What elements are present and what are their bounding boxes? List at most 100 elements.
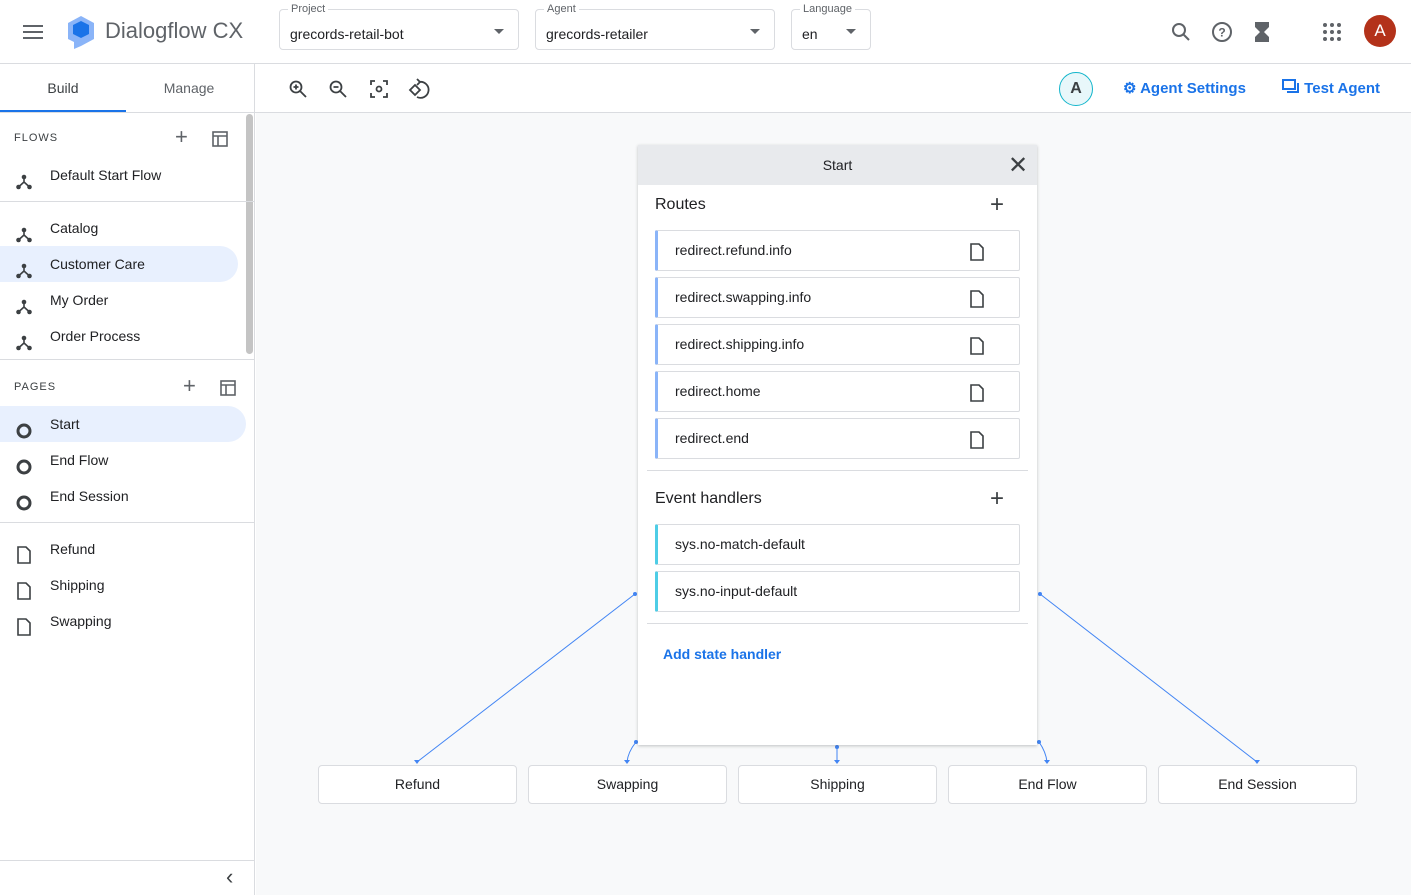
routes-heading: Routes — [655, 196, 706, 213]
hourglass-icon[interactable] — [1255, 22, 1269, 42]
language-select[interactable]: Language en — [791, 3, 871, 50]
reset-layout-icon[interactable] — [408, 78, 430, 100]
agent-settings-label: Agent Settings — [1140, 80, 1246, 97]
add-route-icon[interactable]: + — [990, 191, 1005, 218]
document-icon[interactable] — [969, 431, 985, 449]
app-name: Dialogflow CX — [105, 18, 244, 43]
page-node[interactable]: Shipping — [738, 765, 937, 804]
language-label: Language — [800, 3, 855, 15]
page-node[interactable]: End Session — [1158, 765, 1357, 804]
agent-select[interactable]: Agent grecords-retailer — [535, 3, 775, 50]
table-view-icon[interactable] — [220, 380, 236, 396]
flow-label: My Order — [50, 292, 109, 308]
event-handlers-heading: Event handlers — [655, 490, 762, 507]
language-value: en — [802, 26, 818, 42]
route-item[interactable]: redirect.swapping.info — [655, 277, 1020, 318]
fit-to-screen-icon[interactable] — [370, 80, 388, 98]
add-flow-icon[interactable]: + — [175, 124, 188, 149]
flow-icon — [16, 256, 32, 279]
chevron-down-icon — [494, 29, 504, 34]
page-label: Start — [50, 416, 80, 432]
agent-settings-button[interactable]: ⚙ Agent Settings — [1123, 79, 1246, 97]
help-icon[interactable]: ? — [1211, 21, 1233, 43]
sidebar-flow-item[interactable]: Customer Care — [0, 246, 238, 282]
document-icon — [16, 577, 32, 600]
agent-label: Agent — [544, 3, 579, 15]
zoom-out-icon[interactable] — [329, 80, 347, 98]
pages-heading: PAGES — [14, 381, 57, 393]
test-agent-button[interactable]: Test Agent — [1282, 79, 1380, 97]
sidebar-page-item[interactable]: End Flow — [0, 442, 246, 478]
flow-icon — [16, 328, 32, 351]
sidebar-page-item[interactable]: Start — [0, 406, 246, 442]
user-avatar[interactable]: A — [1364, 15, 1396, 47]
sidebar-page-item[interactable]: Swapping — [0, 603, 238, 639]
add-event-handler-icon[interactable]: + — [990, 485, 1005, 512]
sidebar-page-item[interactable]: End Session — [0, 478, 246, 514]
page-node[interactable]: End Flow — [948, 765, 1147, 804]
event-handler-label: sys.no-input-default — [675, 583, 798, 599]
collapse-sidebar-icon[interactable]: ‹ — [226, 864, 234, 889]
page-node[interactable]: Refund — [318, 765, 517, 804]
event-handler-item[interactable]: sys.no-match-default — [655, 524, 1020, 565]
event-handler-item[interactable]: sys.no-input-default — [655, 571, 1020, 612]
route-item[interactable]: redirect.shipping.info — [655, 324, 1020, 365]
page-label: End Flow — [50, 452, 109, 468]
route-item[interactable]: redirect.refund.info — [655, 230, 1020, 271]
sidebar-flow-item[interactable]: Order Process — [0, 318, 238, 354]
route-label: redirect.end — [675, 430, 749, 446]
document-icon[interactable] — [969, 384, 985, 402]
dialogflow-logo-icon — [68, 16, 94, 49]
route-label: redirect.swapping.info — [675, 289, 812, 305]
flow-label: Default Start Flow — [50, 167, 162, 183]
sidebar-scrollbar[interactable] — [246, 114, 253, 354]
menu-icon[interactable] — [22, 24, 44, 40]
project-label: Project — [288, 3, 329, 15]
flow-icon — [16, 292, 32, 315]
page-label: End Session — [50, 488, 129, 504]
chevron-down-icon — [750, 29, 760, 34]
sidebar-flow-item[interactable]: Catalog — [0, 210, 238, 246]
start-page-panel: Start ✕ Routes + redirect.refund.info red… — [638, 145, 1037, 745]
sidebar-page-item[interactable]: Shipping — [0, 567, 238, 603]
test-agent-label: Test Agent — [1304, 80, 1381, 97]
flow-icon — [16, 220, 32, 243]
flow-icon — [16, 167, 32, 190]
panel-title: Start — [638, 145, 1037, 185]
page-label: Shipping — [50, 577, 105, 593]
sidebar-page-item[interactable]: Refund — [0, 531, 238, 567]
add-page-icon[interactable]: + — [183, 373, 196, 398]
document-icon[interactable] — [969, 337, 985, 355]
flow-label: Order Process — [50, 328, 141, 344]
project-select[interactable]: Project grecords-retail-bot — [279, 3, 519, 50]
agent-avatar[interactable]: A — [1059, 72, 1093, 106]
tab-build[interactable]: Build — [0, 64, 126, 112]
route-label: redirect.shipping.info — [675, 336, 805, 352]
route-item[interactable]: redirect.end — [655, 418, 1020, 459]
document-icon[interactable] — [969, 243, 985, 261]
sidebar-flow-item[interactable]: Default Start Flow — [0, 157, 238, 193]
top-header: Dialogflow CX Project grecords-retail-bot… — [0, 0, 1411, 64]
zoom-in-icon[interactable] — [289, 80, 307, 98]
route-item[interactable]: redirect.home — [655, 371, 1020, 412]
search-icon[interactable] — [1171, 22, 1191, 42]
table-view-icon[interactable] — [212, 131, 228, 147]
agent-value: grecords-retailer — [546, 26, 648, 42]
add-state-handler-link[interactable]: Add state handler — [663, 646, 782, 662]
sidebar: Build Manage FLOWS + Default Start Flow C… — [0, 64, 255, 895]
gear-icon: ⚙ — [1123, 80, 1137, 97]
flow-label: Customer Care — [50, 256, 145, 272]
page-label: Swapping — [50, 613, 112, 629]
page-circle-icon — [16, 488, 32, 511]
svg-text:?: ? — [1218, 26, 1225, 40]
chevron-down-icon — [846, 29, 856, 34]
flow-label: Catalog — [50, 220, 99, 236]
sidebar-flow-item[interactable]: My Order — [0, 282, 238, 318]
page-circle-icon — [16, 452, 32, 475]
page-node[interactable]: Swapping — [528, 765, 727, 804]
document-icon[interactable] — [969, 290, 985, 308]
close-icon[interactable]: ✕ — [1008, 152, 1029, 179]
apps-grid-icon[interactable] — [1323, 23, 1341, 41]
tab-manage[interactable]: Manage — [163, 80, 215, 96]
